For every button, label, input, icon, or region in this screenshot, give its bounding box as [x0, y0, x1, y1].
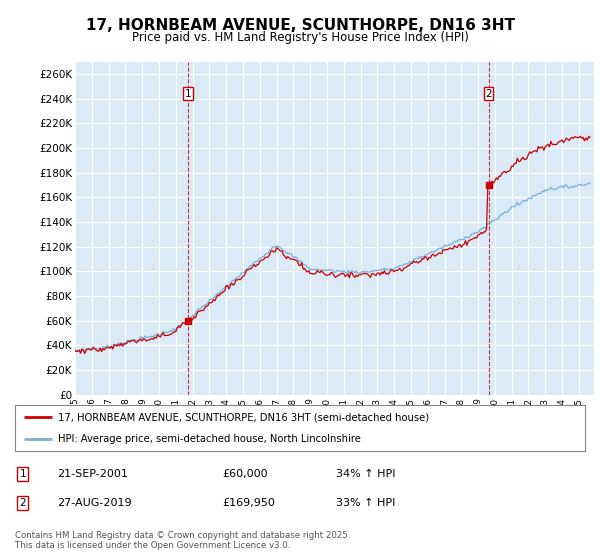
Text: 34% ↑ HPI: 34% ↑ HPI: [336, 469, 395, 479]
Text: HPI: Average price, semi-detached house, North Lincolnshire: HPI: Average price, semi-detached house,…: [58, 435, 361, 444]
Text: 2: 2: [485, 88, 492, 99]
Text: £60,000: £60,000: [222, 469, 268, 479]
Text: 17, HORNBEAM AVENUE, SCUNTHORPE, DN16 3HT: 17, HORNBEAM AVENUE, SCUNTHORPE, DN16 3H…: [86, 18, 515, 33]
Text: 17, HORNBEAM AVENUE, SCUNTHORPE, DN16 3HT (semi-detached house): 17, HORNBEAM AVENUE, SCUNTHORPE, DN16 3H…: [58, 412, 429, 422]
Text: 2: 2: [19, 498, 26, 508]
Text: Price paid vs. HM Land Registry's House Price Index (HPI): Price paid vs. HM Land Registry's House …: [131, 31, 469, 44]
Text: 1: 1: [184, 88, 191, 99]
Text: 21-SEP-2001: 21-SEP-2001: [57, 469, 128, 479]
Text: £169,950: £169,950: [222, 498, 275, 508]
Text: 33% ↑ HPI: 33% ↑ HPI: [336, 498, 395, 508]
Text: Contains HM Land Registry data © Crown copyright and database right 2025.
This d: Contains HM Land Registry data © Crown c…: [15, 531, 350, 550]
Text: 27-AUG-2019: 27-AUG-2019: [57, 498, 131, 508]
Text: 1: 1: [19, 469, 26, 479]
